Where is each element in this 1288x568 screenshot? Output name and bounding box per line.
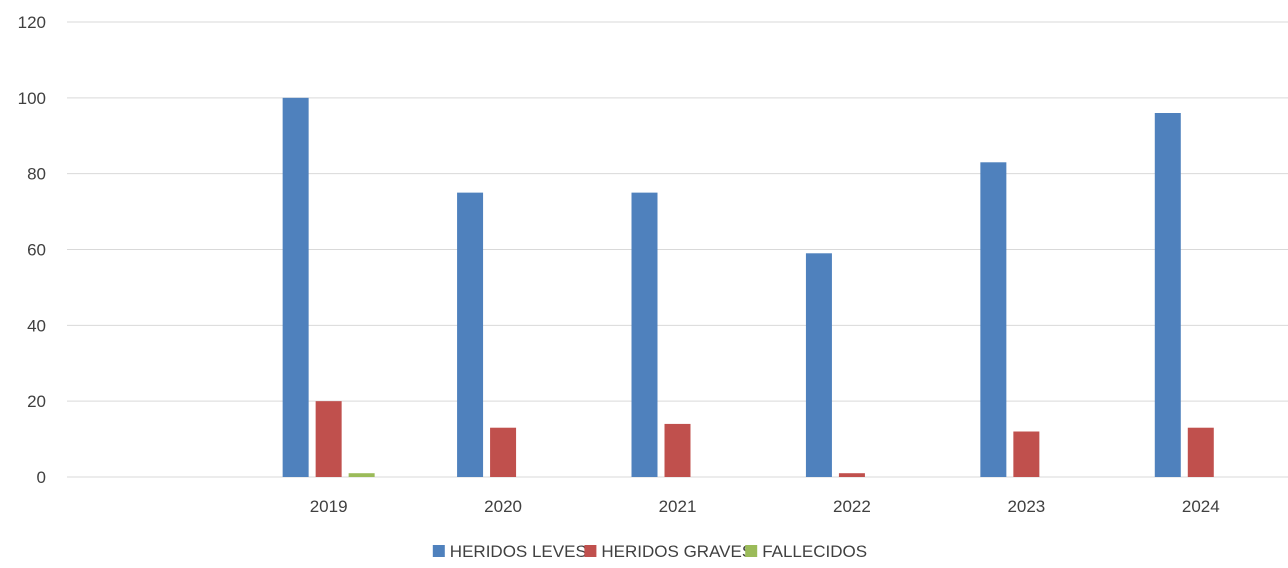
legend: HERIDOS LEVES HERIDOS GRAVES FALLECIDOS <box>432 542 867 561</box>
legend-label: HERIDOS GRAVES <box>601 542 753 561</box>
y-axis-ticks: 0 20 40 60 80 100 120 <box>18 13 46 487</box>
bar-heridos-graves-2024 <box>1187 427 1214 477</box>
bar-heridos-graves-2023 <box>1013 431 1040 477</box>
y-tick-label: 120 <box>18 13 46 32</box>
bar-heridos-leves-2023 <box>980 162 1007 477</box>
y-tick-label: 40 <box>27 316 46 335</box>
bar-fallecidos-2019 <box>348 473 375 477</box>
bar-heridos-leves-2021 <box>631 192 658 477</box>
legend-label: HERIDOS LEVES <box>450 542 587 561</box>
y-tick-label: 20 <box>27 392 46 411</box>
grid-lines <box>67 21 1288 478</box>
x-tick-label: 2023 <box>1007 497 1045 516</box>
bar-heridos-leves-2019 <box>282 97 309 477</box>
legend-item-fallecidos: FALLECIDOS <box>745 542 867 561</box>
bars <box>282 97 1214 477</box>
bar-heridos-graves-2022 <box>838 473 865 477</box>
y-tick-label: 100 <box>18 89 46 108</box>
legend-swatch <box>584 545 597 557</box>
x-tick-label: 2021 <box>659 497 697 516</box>
x-axis-ticks: 2019 2020 2021 2022 2023 2024 <box>310 497 1220 516</box>
legend-label: FALLECIDOS <box>762 542 867 561</box>
y-tick-label: 60 <box>27 241 46 260</box>
x-tick-label: 2022 <box>833 497 871 516</box>
legend-swatch <box>745 545 758 557</box>
y-tick-label: 80 <box>27 165 46 184</box>
legend-item-heridos-graves: HERIDOS GRAVES <box>584 542 753 561</box>
x-tick-label: 2020 <box>484 497 522 516</box>
y-tick-label: 0 <box>37 468 46 487</box>
legend-item-heridos-leves: HERIDOS LEVES <box>432 542 587 561</box>
bar-heridos-graves-2020 <box>490 427 517 477</box>
x-tick-label: 2019 <box>310 497 348 516</box>
bar-heridos-leves-2022 <box>805 253 832 477</box>
bar-heridos-graves-2019 <box>315 401 342 477</box>
bar-heridos-leves-2024 <box>1154 113 1181 477</box>
x-tick-label: 2024 <box>1182 497 1220 516</box>
legend-swatch <box>432 545 445 557</box>
bar-heridos-graves-2021 <box>664 423 691 477</box>
bar-heridos-leves-2020 <box>457 192 484 477</box>
